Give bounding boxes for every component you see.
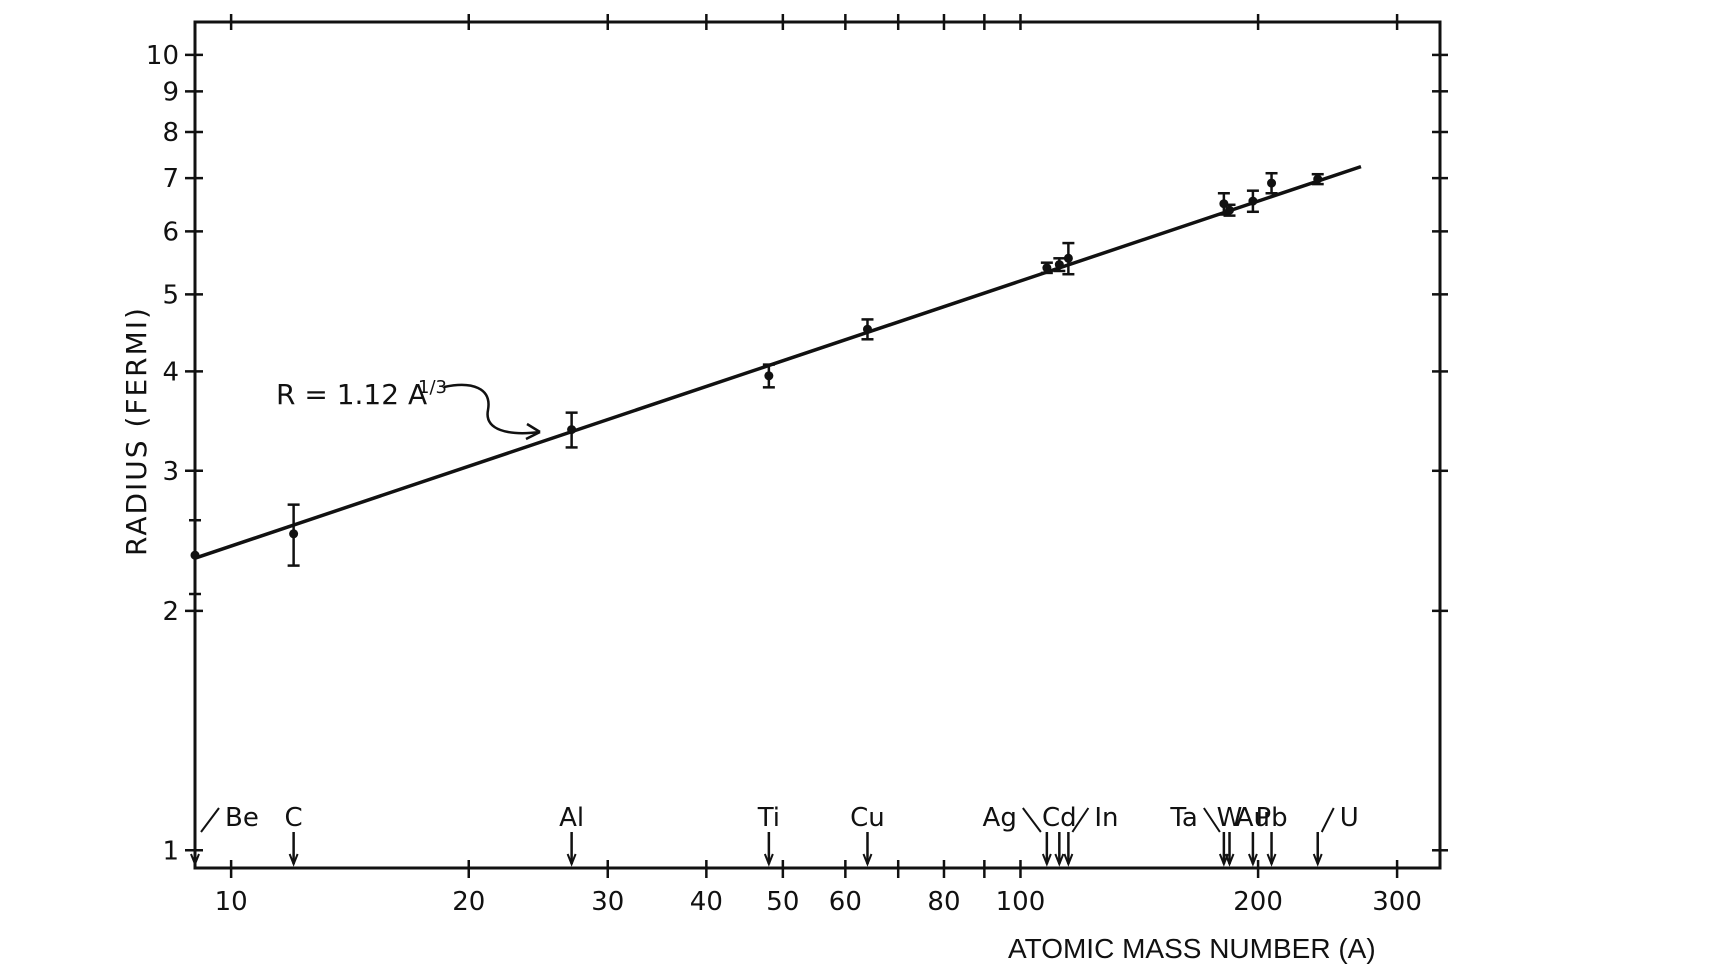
x-tick-label: 200 xyxy=(1233,887,1283,917)
element-label-au: Au xyxy=(1236,803,1270,833)
element-marker-arrow xyxy=(763,853,774,867)
data-point xyxy=(190,550,200,560)
data-point xyxy=(567,425,577,435)
y-axis: 1 2 3 4 5 6 7 8 9 10 xyxy=(146,41,1448,866)
y-tick-label: 5 xyxy=(162,280,179,310)
y-tick-label: 6 xyxy=(162,217,179,247)
data-points xyxy=(189,171,1324,596)
element-marker-arrow xyxy=(190,853,200,867)
element-leader-line xyxy=(1320,807,1335,833)
x-tick-label: 100 xyxy=(996,887,1046,917)
data-point xyxy=(1063,253,1073,263)
element-leader-line xyxy=(1022,807,1042,833)
element-marker-arrow xyxy=(566,853,577,867)
element-leader-line xyxy=(1071,807,1090,833)
y-tick-label: 10 xyxy=(146,41,179,71)
x-tick-label: 300 xyxy=(1372,887,1422,917)
element-marker-arrow xyxy=(1224,853,1235,867)
fit-line-group xyxy=(194,164,1362,560)
element-marker-arrow xyxy=(1312,853,1323,867)
data-point xyxy=(1267,178,1277,188)
y-tick-label: 1 xyxy=(162,836,179,866)
y-tick-label: 2 xyxy=(162,597,179,627)
data-point xyxy=(862,324,872,334)
element-label-be: Be xyxy=(225,803,259,833)
element-label-cd: Cd xyxy=(1042,803,1077,833)
data-point xyxy=(1054,260,1064,270)
x-tick-label: 20 xyxy=(452,887,485,917)
x-tick-label: 60 xyxy=(829,887,862,917)
y-axis-title: RADIUS (FERMI) xyxy=(120,306,153,556)
data-point xyxy=(1042,263,1052,273)
element-label-ag: Ag xyxy=(983,803,1017,833)
element-label-pb: Pb xyxy=(1255,803,1287,833)
data-point xyxy=(764,371,774,381)
x-axis: 10 20 30 40 50 60 80 100 200 300 xyxy=(215,14,1422,917)
element-label-w: W xyxy=(1217,803,1243,833)
element-leader-line xyxy=(200,807,220,833)
x-tick-label: 30 xyxy=(591,887,624,917)
y-tick-label: 7 xyxy=(162,164,179,194)
element-label-c: C xyxy=(285,803,303,833)
data-point xyxy=(1313,174,1323,184)
element-label-cu: Cu xyxy=(850,803,885,833)
element-leader-line xyxy=(1203,807,1221,833)
fit-formula: R = 1.12 A xyxy=(276,378,427,411)
data-point xyxy=(289,529,299,539)
x-tick-label: 40 xyxy=(690,887,723,917)
element-label-ti: Ti xyxy=(757,803,780,833)
x-tick-label: 80 xyxy=(927,887,960,917)
element-label-al: Al xyxy=(559,803,584,833)
element-marker-arrow xyxy=(1247,853,1258,867)
fit-line xyxy=(194,164,1362,560)
x-tick-label: 50 xyxy=(766,887,799,917)
data-point xyxy=(1248,196,1258,206)
element-marker-arrow xyxy=(862,853,873,867)
y-tick-label: 8 xyxy=(162,118,179,148)
y-tick-label: 9 xyxy=(162,77,179,107)
element-marker-arrow xyxy=(1041,853,1052,867)
y-tick-label: 3 xyxy=(162,457,179,487)
element-label-u: U xyxy=(1340,803,1359,833)
plot-frame xyxy=(193,20,1442,870)
data-point xyxy=(1225,205,1235,215)
element-label-ta: Ta xyxy=(1169,803,1198,833)
fit-annotation-arrowhead xyxy=(525,422,541,441)
x-axis-title: ATOMIC MASS NUMBER (A) xyxy=(1008,933,1376,964)
fit-annotation: R = 1.12 A 1/3 xyxy=(276,377,541,441)
fit-formula-exponent: 1/3 xyxy=(418,377,447,398)
element-label-in: In xyxy=(1094,803,1118,833)
x-tick-label: 10 xyxy=(215,887,248,917)
y-tick-label: 4 xyxy=(162,357,179,387)
element-marker-arrow xyxy=(1054,853,1065,867)
element-marker-arrow xyxy=(1266,853,1277,867)
fit-annotation-arrow xyxy=(443,383,541,435)
element-marker-arrow xyxy=(288,853,299,867)
element-marker-arrow xyxy=(1063,853,1074,867)
